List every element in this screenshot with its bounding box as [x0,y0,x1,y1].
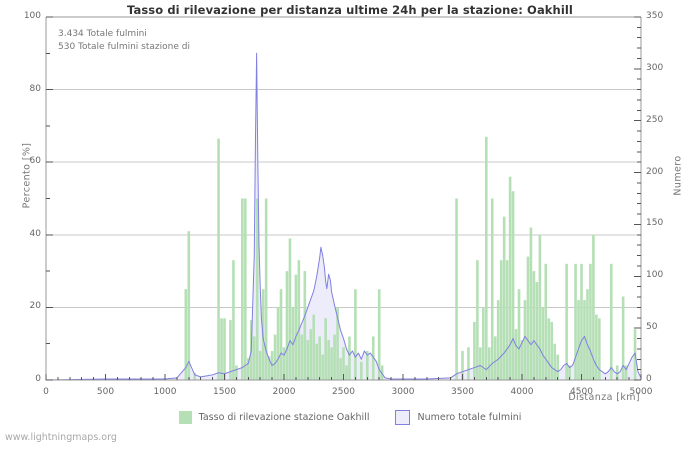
x-tick-2000: 2000 [272,387,296,397]
y-left-tick-60: 60 [29,156,41,167]
chart-title: Tasso di rilevazione per distanza ultime… [127,3,573,17]
legend-total-count[interactable]: Numero totale fulmini [395,410,521,425]
chart-annotations: 3.434 Totale fulmini 530 Totale fulmini … [58,28,190,54]
y-right-tick-100: 100 [646,270,664,281]
grid-lines [46,16,641,308]
y-left-tick-80: 80 [29,83,41,94]
y-right-tick-300: 300 [646,62,664,73]
y-left-tick-100: 100 [23,11,41,21]
x-tick-5000: 5000 [629,387,653,397]
series-total-count-line [45,52,642,381]
y-left-tick-40: 40 [29,228,41,239]
x-tick-0: 0 [43,387,49,397]
y-axis-left-title: Percento [%] [21,142,33,209]
legend-detection-rate-swatch [178,411,192,424]
x-tick-1500: 1500 [213,387,236,397]
axis-ticks [45,16,642,381]
chart-legend: Tasso di rilevazione stazione Oakhill Num… [0,410,700,425]
legend-total-count-swatch [395,410,411,425]
x-tick-4500: 4500 [570,387,593,397]
y-right-tick-150: 150 [646,218,664,229]
x-tick-4000: 4000 [510,387,534,397]
legend-detection-rate-label: Tasso di rilevazione stazione Oakhill [198,412,370,423]
x-axis-title: Distanza [km] [568,392,640,403]
x-tick-500: 500 [96,387,115,397]
annotation-station-strokes: 530 Totale fulmini stazione di [58,42,190,52]
y-left-tick-20: 20 [29,301,41,312]
series-detection-rate-bars [184,136,637,381]
x-tick-1000: 1000 [153,387,177,397]
watermark: www.lightningmaps.org [5,432,117,443]
x-tick-3500: 3500 [451,387,474,397]
y-right-tick-250: 250 [646,114,664,125]
legend-detection-rate[interactable]: Tasso di rilevazione stazione Oakhill [178,411,370,424]
annotation-total-strokes: 3.434 Totale fulmini [58,29,147,39]
y-right-tick-200: 200 [646,166,664,177]
x-tick-3000: 3000 [391,387,415,397]
legend-total-count-label: Numero totale fulmini [417,412,522,423]
y-right-tick-50: 50 [646,322,658,333]
y-left-tick-0: 0 [35,374,41,384]
y-right-tick-350: 350 [646,11,664,21]
x-tick-2500: 2500 [332,387,355,397]
y-right-tick-0: 0 [646,374,652,384]
